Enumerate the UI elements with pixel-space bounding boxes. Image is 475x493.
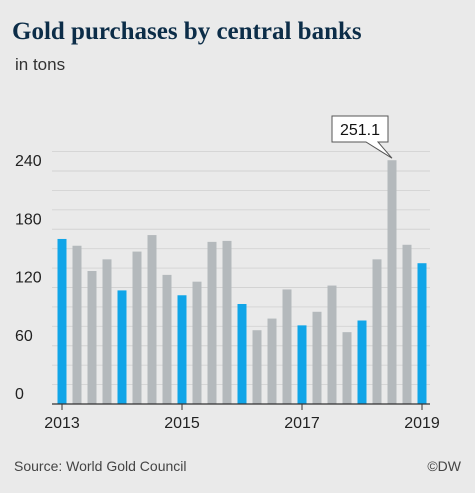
dw-credit: ©DW (427, 458, 461, 474)
chart-bar (297, 325, 307, 404)
chart-title: Gold purchases by central banks (12, 18, 362, 45)
chart-bar (57, 238, 67, 404)
chart-bar (372, 259, 382, 404)
chart-bar (87, 270, 97, 404)
chart-bar (417, 263, 427, 404)
chart-bar (327, 285, 337, 404)
chart-bar (312, 311, 322, 404)
callout-box (331, 115, 393, 159)
chart-bar (102, 259, 112, 404)
chart-bar (222, 240, 232, 404)
chart-bar (357, 320, 367, 404)
x-tick-label: 2015 (164, 415, 200, 432)
callout-label: 251.1 (340, 122, 380, 139)
chart-bar (342, 332, 352, 404)
x-tick-label: 2017 (284, 415, 320, 432)
chart-bar (267, 318, 277, 404)
chart-bar (192, 281, 202, 404)
chart-bar (72, 245, 82, 404)
y-tick-label: 240 (15, 153, 42, 170)
chart-subtitle: in tons (15, 55, 66, 74)
y-tick-label: 0 (15, 386, 24, 403)
y-tick-label: 180 (15, 211, 42, 228)
chart-bar (117, 290, 127, 404)
y-tick-label: 120 (15, 270, 42, 287)
chart-bar (282, 289, 292, 404)
chart-bar (237, 304, 247, 404)
chart-bar (132, 251, 142, 404)
y-tick-label: 60 (15, 328, 33, 345)
source-note: Source: World Gold Council (14, 458, 187, 474)
chart-bar (162, 274, 172, 404)
chart-bar (252, 330, 262, 404)
chart-bar (402, 244, 412, 404)
chart-bar (147, 235, 157, 404)
chart-bar (177, 295, 187, 404)
x-tick-label: 2019 (404, 415, 440, 432)
chart-bar (207, 241, 217, 404)
x-tick-label: 2013 (44, 415, 80, 432)
chart-bar (387, 160, 397, 404)
